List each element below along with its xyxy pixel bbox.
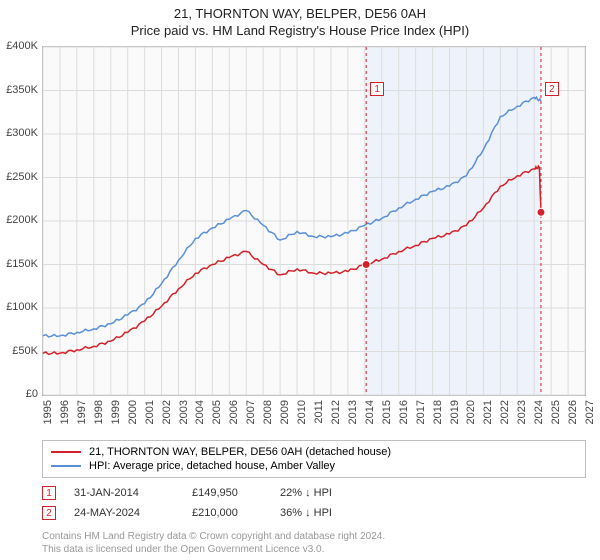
x-tick-label: 2025 [550,400,562,424]
chart-container: { "title_line1": "21, THORNTON WAY, BELP… [0,0,600,560]
y-tick-label: £200K [6,214,38,226]
y-axis-labels: £0£50K£100K£150K£200K£250K£300K£350K£400… [0,46,40,396]
chart-svg [43,47,585,395]
x-tick-label: 2008 [262,400,274,424]
sale-row: 2 24-MAY-2024 £210,000 36% ↓ HPI [42,506,586,520]
x-tick-label: 2019 [449,400,461,424]
legend-row: 21, THORNTON WAY, BELPER, DE56 0AH (deta… [51,445,577,459]
x-tick-label: 2001 [144,400,156,424]
x-tick-label: 2020 [465,400,477,424]
y-tick-label: £0 [26,388,38,400]
x-tick-label: 2002 [161,400,173,424]
footer-line-2: This data is licensed under the Open Gov… [42,543,586,556]
sale-dot-2 [537,208,545,216]
y-tick-label: £150K [6,258,38,270]
sale-diff: 22% ↓ HPI [280,487,370,499]
x-tick-label: 1999 [110,400,122,424]
y-tick-label: £250K [6,171,38,183]
sale-number-box: 1 [42,486,56,500]
sale-price: £149,950 [192,487,262,499]
x-tick-label: 2000 [127,400,139,424]
x-tick-label: 1997 [76,400,88,424]
x-tick-label: 2027 [584,400,596,424]
gridlines [43,47,585,395]
x-tick-label: 2022 [499,400,511,424]
footer-line-1: Contains HM Land Registry data © Crown c… [42,530,586,543]
x-tick-label: 2005 [211,400,223,424]
sale-price: £210,000 [192,507,262,519]
legend-swatch [51,451,81,453]
legend-label: 21, THORNTON WAY, BELPER, DE56 0AH (deta… [89,446,391,458]
x-tick-label: 2026 [567,400,579,424]
sale-dot-1 [362,261,370,269]
footer-attribution: Contains HM Land Registry data © Crown c… [42,530,586,556]
x-tick-label: 2012 [330,400,342,424]
chart-title-address: 21, THORNTON WAY, BELPER, DE56 0AH [0,0,600,21]
legend: 21, THORNTON WAY, BELPER, DE56 0AH (deta… [42,440,586,478]
x-tick-label: 2021 [482,400,494,424]
x-tick-label: 2017 [415,400,427,424]
y-tick-label: £400K [6,40,38,52]
y-tick-label: £350K [6,84,38,96]
sale-number-box: 2 [42,506,56,520]
legend-swatch [51,465,81,467]
sale-row: 1 31-JAN-2014 £149,950 22% ↓ HPI [42,486,586,500]
x-tick-label: 2023 [516,400,528,424]
x-tick-label: 2011 [313,400,325,424]
y-tick-label: £300K [6,127,38,139]
x-tick-label: 2007 [245,400,257,424]
legend-label: HPI: Average price, detached house, Ambe… [89,460,335,472]
sale-callout-2: 2 [545,82,559,96]
plot-area: 12 [42,46,586,396]
x-tick-label: 2024 [533,400,545,424]
sale-date: 24-MAY-2024 [74,507,174,519]
x-tick-label: 1995 [42,400,54,424]
x-tick-label: 2018 [432,400,444,424]
legend-row: HPI: Average price, detached house, Ambe… [51,459,577,473]
x-tick-label: 2004 [194,400,206,424]
x-tick-label: 2010 [296,400,308,424]
sale-diff: 36% ↓ HPI [280,507,370,519]
sale-callout-1: 1 [370,82,384,96]
x-tick-label: 2006 [228,400,240,424]
x-tick-label: 2013 [347,400,359,424]
x-tick-label: 2014 [364,400,376,424]
chart-title-subtitle: Price paid vs. HM Land Registry's House … [0,21,600,38]
y-tick-label: £100K [6,301,38,313]
sale-date: 31-JAN-2014 [74,487,174,499]
x-tick-label: 2003 [178,400,190,424]
x-tick-label: 1996 [59,400,71,424]
x-tick-label: 2015 [381,400,393,424]
x-tick-label: 2009 [279,400,291,424]
y-tick-label: £50K [12,345,38,357]
x-tick-label: 2016 [398,400,410,424]
x-tick-label: 1998 [93,400,105,424]
